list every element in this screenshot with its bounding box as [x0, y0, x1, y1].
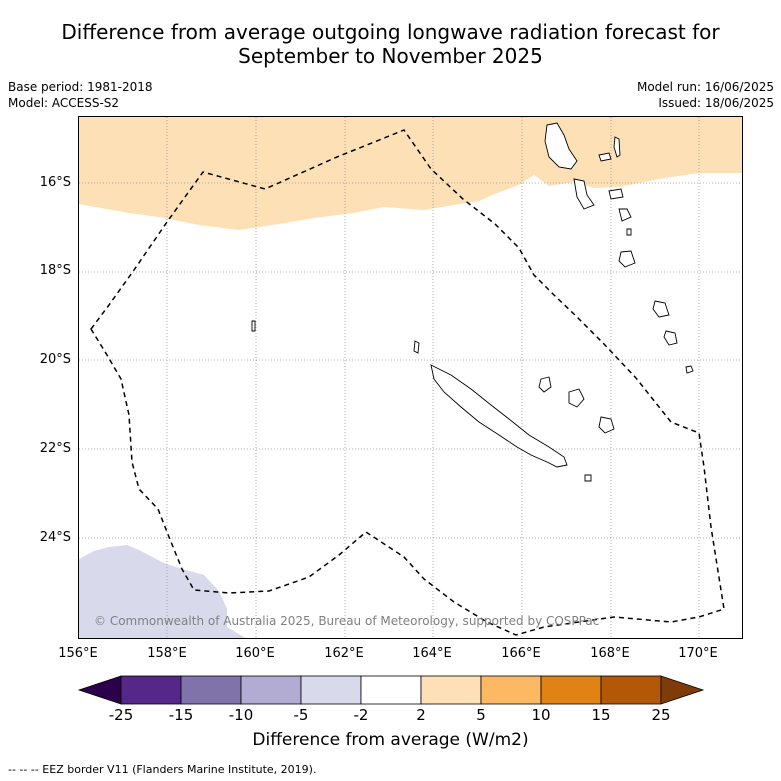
small-island-2	[251, 320, 256, 332]
lon-label-164e: 164°E	[412, 646, 452, 661]
map-canvas	[79, 117, 742, 638]
vanuatu-efate	[618, 208, 632, 222]
colorbar-tick-label: -15	[168, 706, 194, 724]
lon-label-168e: 168°E	[590, 646, 630, 661]
vanuatu-pentecost	[608, 188, 624, 200]
lon-label-170e: 170°E	[678, 646, 718, 661]
model-name: Model: ACCESS-S2	[8, 96, 120, 110]
map-title: Difference from average outgoing longwav…	[0, 20, 781, 68]
meta-right: Model run: 16/06/2025 Issued: 18/06/2025	[637, 79, 774, 111]
colorbar-bin	[420, 675, 482, 705]
colorbar-tick-label: -5	[293, 706, 309, 724]
colorbar-bin	[180, 675, 242, 705]
colorbar-tick-label: 2	[416, 706, 426, 724]
eez-border	[90, 129, 725, 636]
colorbar-bin	[360, 675, 422, 705]
eez-footnote: -- -- -- EEZ border V11 (Flanders Marine…	[8, 763, 317, 776]
colorbar-tick-label: -2	[353, 706, 369, 724]
title-line-1: Difference from average outgoing longwav…	[61, 20, 720, 44]
lon-label-156e: 156°E	[58, 646, 98, 661]
lat-label-18s: 18°S	[39, 263, 71, 278]
vanuatu-malakula	[573, 178, 595, 210]
issued-date: Issued: 18/06/2025	[658, 96, 774, 110]
lon-label-158e: 158°E	[147, 646, 187, 661]
lat-label-22s: 22°S	[39, 441, 71, 456]
colorbar-arrow-high	[660, 675, 705, 705]
colorbar-bin	[480, 675, 542, 705]
belep-island	[413, 340, 420, 354]
lat-label-20s: 20°S	[39, 352, 71, 367]
colorbar-bin	[240, 675, 302, 705]
map-panel	[78, 116, 743, 639]
colorbar-tick-label: 25	[651, 706, 671, 724]
colorbar-tick-label: -25	[108, 706, 134, 724]
base-period: Base period: 1981-2018	[8, 80, 153, 94]
colorbar-tick-label: 5	[476, 706, 486, 724]
colorbar-bin	[600, 675, 662, 705]
vanuatu-erromango	[618, 250, 636, 268]
negative-anomaly-region	[79, 545, 246, 638]
lat-label-16s: 16°S	[39, 175, 71, 190]
positive-anomaly-region	[79, 117, 742, 230]
copyright-notice: © Commonwealth of Australia 2025, Bureau…	[94, 614, 600, 628]
colorbar-tick-label: 15	[591, 706, 611, 724]
mare-island	[598, 416, 615, 434]
hunter-island	[663, 330, 678, 346]
small-island-1	[685, 365, 694, 374]
lon-label-166e: 166°E	[501, 646, 541, 661]
lifou-island	[538, 376, 552, 393]
landmasses	[251, 122, 694, 482]
matthew-island	[652, 300, 670, 318]
colorbar-bin	[300, 675, 362, 705]
vanuatu-tanna	[626, 228, 632, 236]
vanuatu-ambae	[598, 152, 612, 162]
colorbar	[77, 675, 705, 705]
colorbar-bin	[120, 675, 182, 705]
model-run: Model run: 16/06/2025	[636, 80, 774, 94]
colorbar-tick-label: -10	[228, 706, 254, 724]
colorbar-bin	[540, 675, 602, 705]
loyalty-islands	[568, 388, 585, 408]
vanuatu-maewo	[613, 136, 621, 158]
colorbar-arrow-low	[77, 675, 122, 705]
new-caledonia	[430, 364, 568, 468]
isle-of-pines	[584, 474, 592, 482]
colorbar-title: Difference from average (W/m2)	[252, 730, 529, 750]
meta-left: Base period: 1981-2018 Model: ACCESS-S2	[8, 79, 153, 111]
lon-label-160e: 160°E	[235, 646, 275, 661]
colorbar-tick-label: 10	[531, 706, 551, 724]
title-line-2: September to November 2025	[238, 44, 543, 68]
lon-label-162e: 162°E	[324, 646, 364, 661]
vanuatu-espiritu-santo	[544, 122, 578, 170]
lat-label-24s: 24°S	[39, 530, 71, 545]
gridlines	[79, 117, 742, 638]
